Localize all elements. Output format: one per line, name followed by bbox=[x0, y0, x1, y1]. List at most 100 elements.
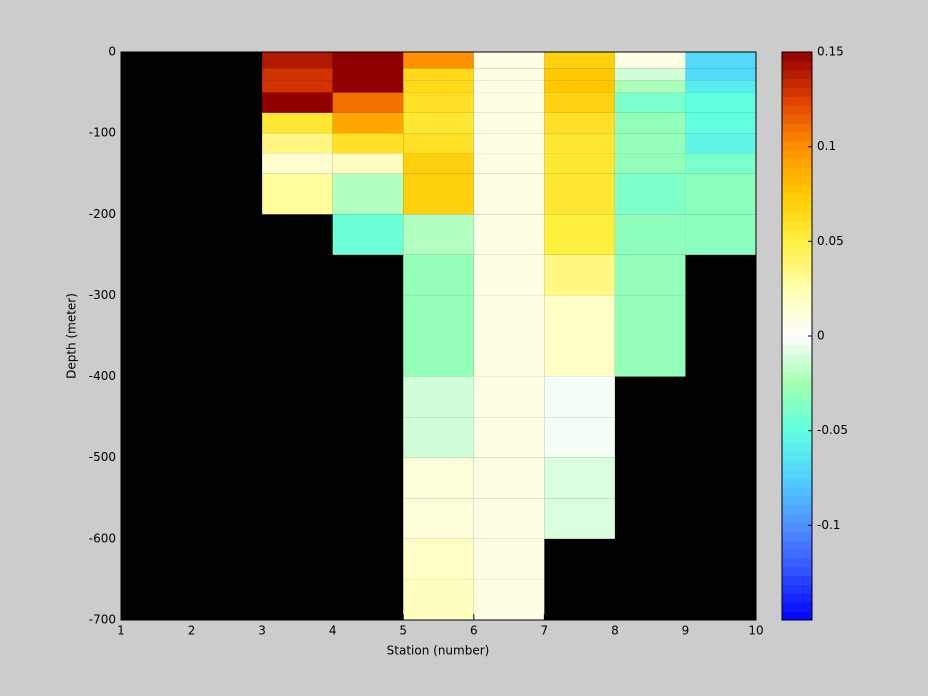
colorbar-band bbox=[782, 504, 812, 514]
x-tick-label: 7 bbox=[541, 624, 549, 638]
heatmap-cell bbox=[614, 173, 686, 215]
heatmap-cell bbox=[473, 80, 545, 93]
x-tick-label: 1 bbox=[117, 624, 125, 638]
colorbar-band bbox=[782, 309, 812, 319]
colorbar-band bbox=[782, 220, 812, 230]
colorbar-band bbox=[782, 78, 812, 88]
colorbar-band bbox=[782, 176, 812, 186]
colorbar-band bbox=[782, 549, 812, 559]
heatmap-cell bbox=[544, 153, 615, 174]
heatmap-cell bbox=[685, 153, 756, 174]
heatmap-cell bbox=[403, 52, 474, 69]
colorbar-band bbox=[782, 256, 812, 266]
colorbar-band bbox=[782, 52, 812, 62]
colorbar-band bbox=[782, 611, 812, 621]
heatmap-cell bbox=[544, 133, 615, 154]
heatmap-cell bbox=[544, 254, 615, 296]
heatmap-cell bbox=[685, 133, 756, 154]
heatmap-cell bbox=[332, 214, 404, 255]
colorbar-band bbox=[782, 69, 812, 80]
colorbar-band bbox=[782, 149, 812, 159]
colorbar-band bbox=[782, 273, 812, 284]
heatmap-cell bbox=[614, 254, 686, 296]
colorbar-band bbox=[782, 158, 812, 168]
colorbar-band bbox=[782, 531, 812, 541]
x-tick-label: 4 bbox=[329, 624, 337, 638]
colorbar-band bbox=[782, 469, 812, 479]
colorbar-band bbox=[782, 460, 812, 470]
colorbar-band bbox=[782, 540, 812, 550]
colorbar-band bbox=[782, 105, 812, 115]
x-tick-label: 2 bbox=[188, 624, 196, 638]
heatmap-cell bbox=[473, 538, 545, 580]
heatmap-cell bbox=[685, 112, 756, 134]
heatmap-cell bbox=[544, 112, 615, 134]
colorbar-band bbox=[782, 486, 812, 497]
heatmap-cell bbox=[544, 52, 615, 69]
heatmap-cell bbox=[403, 68, 474, 81]
heatmap-cell bbox=[332, 153, 404, 174]
x-tick-label: 6 bbox=[470, 624, 478, 638]
heatmap-cell bbox=[473, 153, 545, 174]
colorbar-band bbox=[782, 415, 812, 426]
colorbar-band bbox=[782, 167, 812, 177]
heatmap-cell bbox=[473, 295, 545, 336]
heatmap-cell bbox=[544, 92, 615, 113]
colorbar-band bbox=[782, 593, 812, 603]
heatmap-cell bbox=[685, 68, 756, 81]
heatmap-cell bbox=[473, 92, 545, 113]
heatmap-cell bbox=[403, 498, 474, 539]
heatmap-cell bbox=[473, 112, 545, 134]
colorbar-tick-label: -0.1 bbox=[817, 518, 840, 532]
y-tick-label: -600 bbox=[89, 531, 116, 545]
colorbar-band bbox=[782, 575, 812, 585]
x-axis-label: Station (number) bbox=[387, 644, 490, 658]
colorbar-band bbox=[782, 131, 812, 142]
heatmap-cell bbox=[473, 254, 545, 296]
heatmap-cell bbox=[614, 112, 686, 134]
heatmap-cell bbox=[685, 80, 756, 93]
y-tick-label: -700 bbox=[89, 613, 116, 627]
heatmap-cell bbox=[332, 133, 404, 154]
y-tick-label: -300 bbox=[89, 288, 116, 302]
heatmap-cell bbox=[262, 92, 333, 113]
heatmap-cell bbox=[473, 498, 545, 539]
colorbar-band bbox=[782, 114, 812, 124]
colorbar-band bbox=[782, 407, 812, 417]
colorbar-band bbox=[782, 398, 812, 408]
colorbar-band bbox=[782, 424, 812, 435]
heatmap-cell bbox=[473, 214, 545, 255]
x-tick-label: 3 bbox=[258, 624, 266, 638]
heatmap-cell bbox=[685, 214, 756, 255]
colorbar-band bbox=[782, 344, 812, 355]
colorbar-tick-label: -0.05 bbox=[817, 423, 848, 437]
colorbar-band bbox=[782, 96, 812, 106]
colorbar-band bbox=[782, 300, 812, 310]
colorbar-band bbox=[782, 265, 812, 275]
heatmap-cell bbox=[473, 376, 545, 418]
colorbar-band bbox=[782, 336, 812, 346]
colorbar-tick-label: 0.1 bbox=[817, 139, 836, 153]
colorbar-band bbox=[782, 282, 812, 293]
colorbar-band bbox=[782, 371, 812, 381]
heatmap-cell bbox=[262, 68, 333, 81]
heatmap-cell bbox=[473, 336, 545, 377]
colorbar-band bbox=[782, 522, 812, 532]
x-tick-label: 5 bbox=[399, 624, 407, 638]
heatmap-cell bbox=[544, 417, 615, 458]
heatmap-cell bbox=[614, 68, 686, 81]
heatmap-cell bbox=[262, 133, 333, 154]
heatmap-cell bbox=[403, 92, 474, 113]
colorbar-band bbox=[782, 87, 812, 97]
colorbar-band bbox=[782, 229, 812, 239]
colorbar-band bbox=[782, 442, 812, 452]
heatmap-cell bbox=[262, 52, 333, 69]
colorbar-band bbox=[782, 247, 812, 257]
heatmap-cell bbox=[685, 52, 756, 69]
colorbar-band bbox=[782, 495, 812, 506]
heatmap-cell bbox=[544, 80, 615, 93]
y-tick-label: -200 bbox=[89, 207, 116, 221]
heatmap-cell bbox=[685, 173, 756, 215]
colorbar-band bbox=[782, 60, 812, 71]
